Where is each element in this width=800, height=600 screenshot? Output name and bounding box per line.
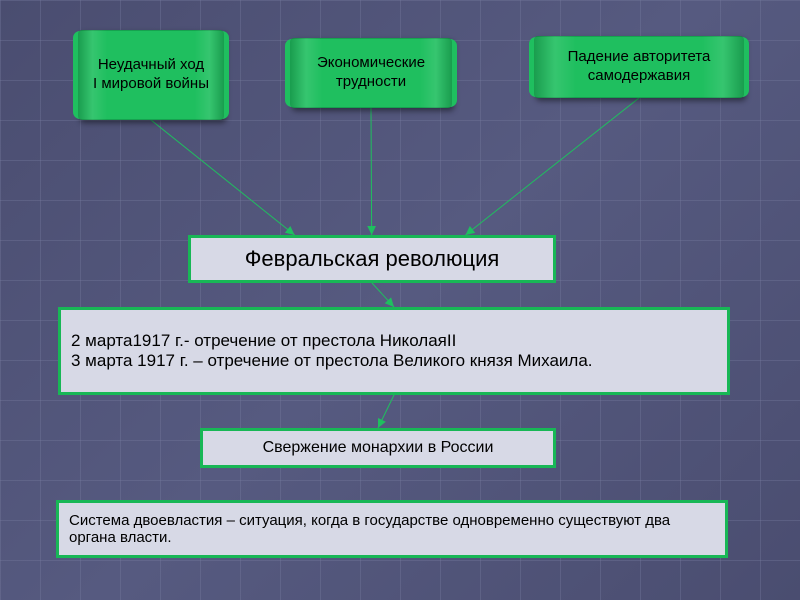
result-box: Свержение монархии в России [200, 428, 556, 468]
cause-box-3: Падение авторитета самодержавия [534, 36, 744, 98]
events-box: 2 марта1917 г.- отречение от престола Ни… [58, 307, 730, 395]
title-box: Февральская революция [188, 235, 556, 283]
events-text: 2 марта1917 г.- отречение от престола Ни… [71, 331, 593, 371]
cause-text-1: Неудачный ход I мировой войны [93, 56, 209, 94]
cause-text-3: Падение авторитета самодержавия [544, 48, 734, 86]
cause-box-1: Неудачный ход I мировой войны [78, 30, 224, 120]
title-text: Февральская революция [245, 246, 500, 272]
system-box: Система двоевластия – ситуация, когда в … [56, 500, 728, 558]
result-text: Свержение монархии в России [263, 439, 494, 457]
cause-box-2: Экономические трудности [290, 38, 452, 108]
cause-text-2: Экономические трудности [300, 54, 442, 92]
system-text: Система двоевластия – ситуация, когда в … [69, 512, 715, 546]
